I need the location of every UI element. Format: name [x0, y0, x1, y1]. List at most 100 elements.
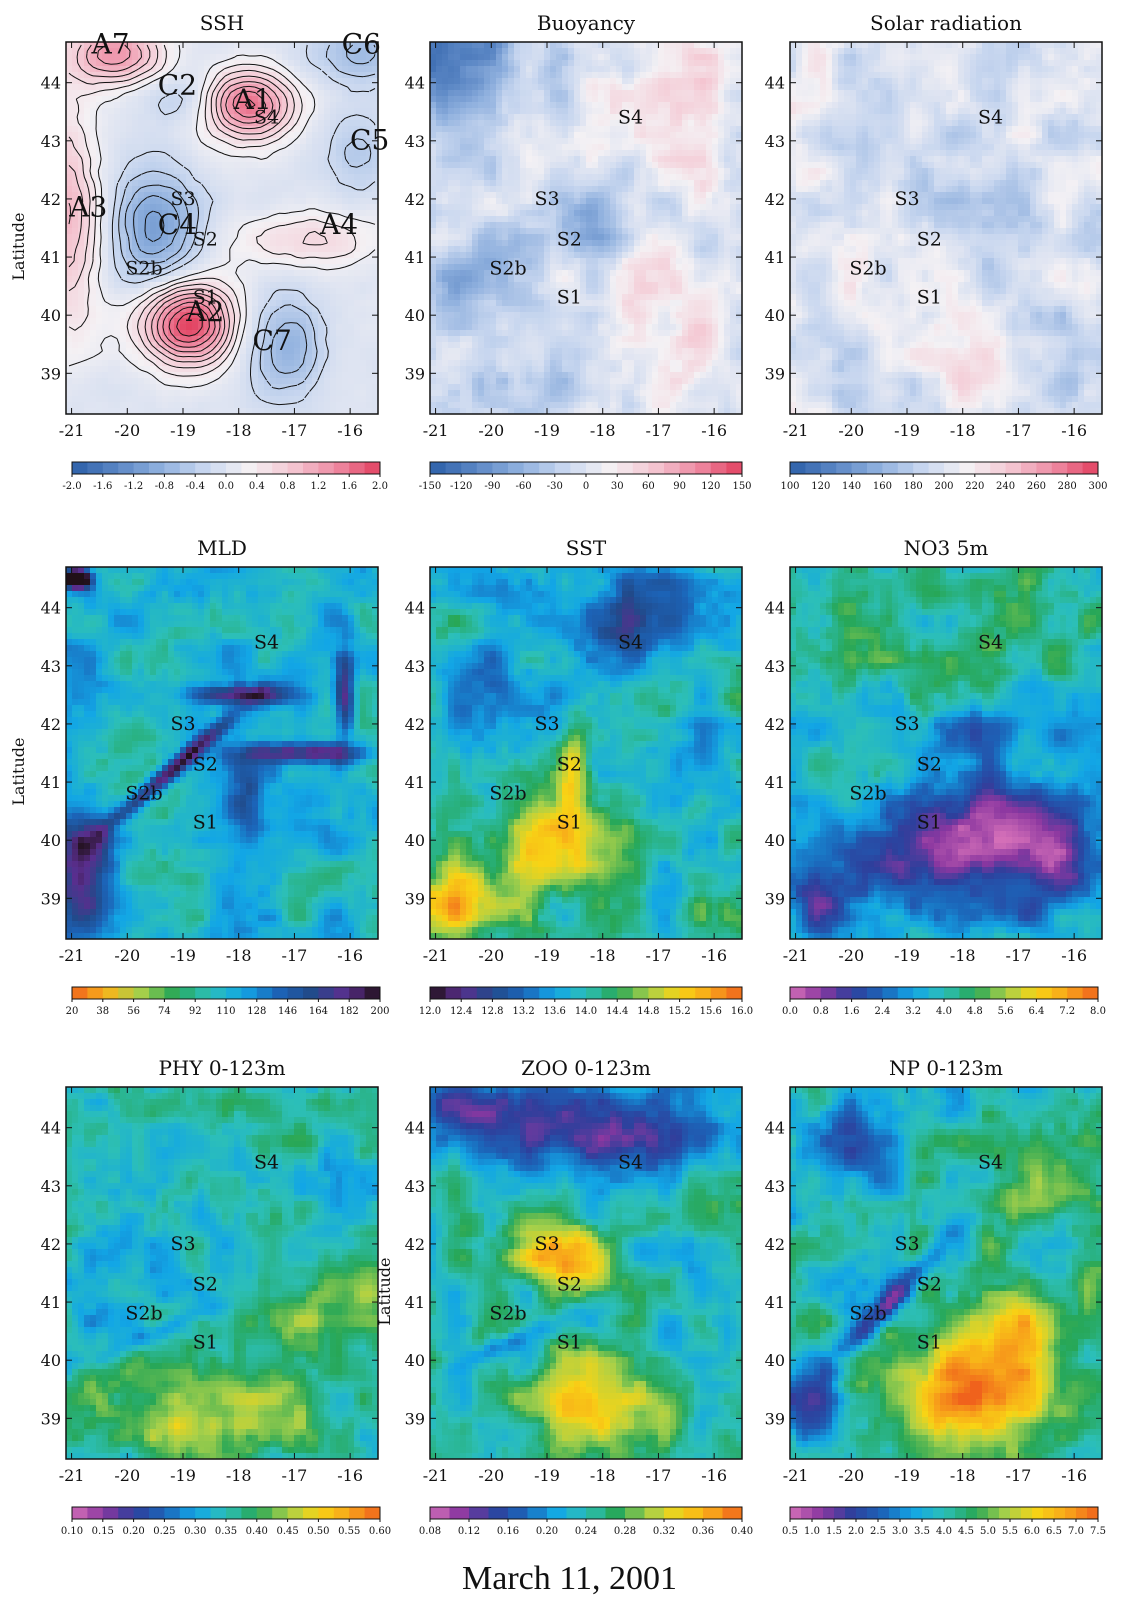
field-cell — [174, 102, 181, 109]
field-cell — [120, 126, 127, 133]
field-cell — [336, 270, 343, 277]
field-cell — [240, 162, 247, 169]
field-cell — [222, 66, 229, 73]
field-cell — [210, 306, 217, 313]
field-cell — [324, 276, 331, 283]
field-cell — [252, 66, 259, 73]
contour-segment — [170, 296, 177, 300]
field-cell — [156, 162, 163, 169]
field-cell — [258, 270, 265, 277]
contour-segment — [263, 332, 266, 340]
field-cell — [162, 210, 169, 217]
field-cell — [336, 240, 343, 247]
field-cell — [210, 114, 217, 121]
field-cell — [354, 102, 361, 109]
field-cell — [270, 246, 277, 253]
field-cell — [150, 84, 157, 91]
field-cell — [168, 162, 175, 169]
field-cell — [330, 294, 337, 301]
field-cell — [258, 120, 265, 127]
field-cell — [120, 276, 127, 283]
field-cell — [144, 294, 151, 301]
field-cell — [252, 366, 259, 373]
field-cell — [354, 72, 361, 79]
contour-segment — [97, 168, 100, 172]
contour-segment — [278, 72, 283, 76]
field-cell — [372, 240, 378, 247]
field-cell — [294, 396, 301, 403]
y-tick-label: 44 — [41, 74, 61, 93]
contour-segment — [146, 335, 149, 340]
field-cell — [306, 270, 313, 277]
field-cell — [282, 372, 289, 379]
field-cell — [484, 42, 491, 49]
field-cell — [366, 60, 373, 67]
field-cell — [78, 318, 85, 325]
contour-segment — [296, 116, 301, 123]
contour-segment — [315, 344, 318, 352]
field-cell — [78, 312, 85, 319]
field-cell — [234, 42, 241, 49]
field-cell — [360, 312, 367, 319]
field-cell — [294, 138, 301, 145]
contour-segment — [146, 68, 152, 72]
field-cell — [246, 360, 253, 367]
field-cell — [174, 288, 181, 295]
colorbar-segment — [179, 462, 196, 474]
field-cell — [90, 192, 97, 199]
contour-segment — [245, 314, 247, 322]
field-cell — [138, 240, 145, 247]
field-cell — [108, 354, 115, 361]
field-cell — [306, 408, 313, 414]
contour-segment — [146, 347, 150, 352]
field-cell — [126, 384, 133, 391]
field-cell — [330, 234, 337, 241]
contour-segment — [200, 141, 208, 147]
contour-segment — [182, 306, 190, 310]
field-cell — [162, 282, 169, 289]
contour-segment — [104, 301, 108, 304]
field-cell — [354, 222, 361, 229]
contour-segment — [260, 130, 268, 134]
field-cell — [294, 384, 301, 391]
field-cell — [372, 210, 378, 217]
contour-segment — [196, 218, 199, 226]
field-cell — [138, 252, 145, 259]
field-cell — [222, 228, 229, 235]
contour-segment — [154, 308, 160, 316]
field-cell — [222, 108, 229, 115]
field-cell — [168, 252, 175, 259]
contour-segment — [122, 302, 129, 306]
contour-segment — [164, 304, 172, 310]
field-cell — [228, 396, 235, 403]
contour-segment — [73, 146, 76, 149]
contour-segment — [100, 290, 104, 298]
field-cell — [294, 348, 301, 355]
field-cell — [126, 402, 133, 409]
field-cell — [126, 114, 133, 121]
field-cell — [234, 84, 241, 91]
field-cell — [204, 252, 211, 259]
field-cell — [78, 174, 85, 181]
field-cell — [168, 384, 175, 391]
field-cell — [246, 294, 253, 301]
contour-segment — [277, 62, 280, 65]
contour-segment — [209, 206, 212, 214]
contour-segment — [307, 373, 310, 376]
contour-segment — [87, 272, 90, 280]
contour-segment — [104, 44, 107, 47]
contour-segment — [158, 334, 162, 340]
field-cell — [228, 372, 235, 379]
contour-segment — [230, 77, 238, 81]
field-cell — [198, 324, 205, 331]
contour-segment — [210, 110, 213, 118]
contour-segment — [356, 138, 364, 141]
field-cell — [150, 372, 157, 379]
field-cell — [168, 378, 175, 385]
field-cell — [114, 114, 121, 121]
contour-segment — [134, 365, 140, 370]
field-cell — [348, 402, 355, 409]
field-cell — [240, 90, 247, 97]
field-cell — [72, 366, 79, 373]
contour-segment — [77, 361, 82, 364]
